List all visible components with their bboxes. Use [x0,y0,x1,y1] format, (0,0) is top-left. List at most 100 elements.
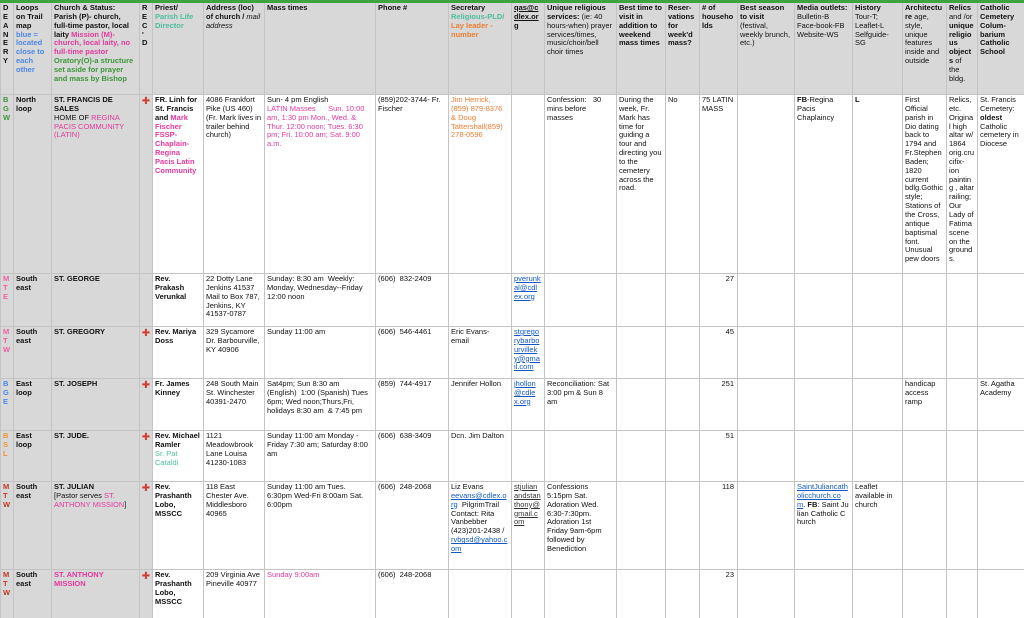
church-note: [Pastor serves [54,490,105,500]
cemetery-cell [977,273,1024,327]
header-church-title: Church & Status: [54,3,116,12]
architecture-cell [902,430,947,482]
history-cell: L [852,94,903,274]
qas-email-link[interactable]: stgregorybarbourvilleky@gmail.com [514,327,540,372]
mass-times-cell: Sunday 11:00 am Monday - Friday 7:30 am;… [264,430,376,482]
header-unique-services: Unique religious services: (ie: 40 hours… [544,1,617,95]
media-website-link[interactable]: SaintJuliancatholicchurch.com [797,482,848,509]
recd-cell: ✚ [139,481,153,570]
header-best-season: Best season to visit (festival, weekly b… [737,1,795,95]
header-deanery: D E A N E R Y [0,1,14,95]
best-time-cell [616,378,666,431]
header-history: History Tour-T; Leaflet-L Selfguide-SG [852,1,903,95]
best-season-cell [737,326,795,379]
households-cell: 251 [699,378,738,431]
history-cell [852,273,903,327]
priest-cell: Fr. James Kinney [152,378,204,431]
secretary-cell: Jennifer Hollon [448,378,512,431]
media-cell: SaintJuliancatholicchurch.com. FB: Saint… [794,481,853,570]
header-secretary-label: Secretary [451,3,486,12]
reservations-cell [665,326,700,379]
header-history-title: History [855,3,881,12]
relics-cell [946,378,978,431]
address-cell: 22 Dotty Lane Jenkins 41537 Mail to Box … [203,273,265,327]
loops-cell: South east [13,481,52,570]
best-season-cell [737,378,795,431]
best-time-cell: During the week, Fr. Mark has time for g… [616,94,666,274]
header-recd: R E C' D [139,1,153,95]
cemetery-cell: St. Francis Cemetery: oldest Catholic ce… [977,94,1024,274]
qas-email-link[interactable]: pverunkal@cdlex.org [514,274,541,301]
unique-services-cell: Reconciliation: Sat 3:00 pm & Sun 8 am [544,378,617,431]
priest-cell: Rev. Prashanth Lobo, MSSCC [152,569,204,618]
deanery-cell: B G E [0,378,14,431]
mass-times-cell: Sunday 11:00 am Tues. 6:30pm Wed-Fri 8:0… [264,481,376,570]
header-secretary-religious: Religious-PLD/ [451,11,505,21]
qas-email-link[interactable]: stjulianandstanthony@gmail.com [514,482,541,527]
red-cross-icon: ✚ [141,96,151,107]
best-time-cell [616,430,666,482]
church-name: ST. FRANCIS DE SALES [54,95,113,113]
church-community: REGINA PACIS COMMUNITY (LATIN) [54,112,125,140]
address-cell: 248 South Main St. Winchester 40391-2470 [203,378,265,431]
header-media-sub: Bulletin-B Face-book-FB Website-WS [797,11,845,39]
loops-cell: South east [13,326,52,379]
cemetery-cell [977,481,1024,570]
phone-cell: (859) 744-4917 [375,378,449,431]
red-cross-icon: ✚ [141,328,151,339]
recd-cell: ✚ [139,430,153,482]
header-relics-r1: and /or [949,11,973,21]
mass-times-cell: Sunday 9:00am [264,569,376,618]
history-cell [852,378,903,431]
media-cell [794,273,853,327]
history-cell [852,326,903,379]
header-address: Address (loc) of church / mail address [203,1,265,95]
cemetery-pre: St. Francis Cemetery: [980,95,1016,113]
header-media-title: Media outlets: [797,3,848,12]
church-cell: ST. JOSEPH [51,378,140,431]
relics-cell [946,481,978,570]
best-time-cell [616,569,666,618]
header-unique-title: Unique religious services: [547,3,606,21]
header-qas-text: qas@cdlex.org [514,3,539,30]
secretary-email-link-2[interactable]: rvbgsd@yahoo.com [451,535,508,553]
phone-cell: (606) 832-2409 [375,273,449,327]
relics-cell [946,273,978,327]
media-text: : Saint Julian Catholic Church [797,499,849,527]
recd-cell: ✚ [139,326,153,379]
table-row: M T W South east ST. JULIAN [Pastor serve… [0,481,1024,570]
header-church-status: Church & Status: Parish (P)- church, ful… [51,1,140,95]
relics-cell [946,569,978,618]
church-name: ST. JULIAN [54,482,95,491]
media-fb-label: FB [797,95,807,104]
best-season-cell [737,481,795,570]
loops-cell: North loop [13,94,52,274]
loops-cell: South east [13,273,52,327]
deanery-cell: B S L [0,430,14,482]
mass-times-cell: Sun- 4 pm English LATIN Masses Sun. 10:00… [264,94,376,274]
secretary-email-link[interactable]: eevans@cdlex.org [451,490,507,509]
households-cell: 45 [699,326,738,379]
reservations-cell [665,430,700,482]
phone-cell: (606) 248-2068 [375,481,449,570]
architecture-cell: handicap access ramp [902,378,947,431]
architecture-cell [902,569,947,618]
header-mass-times: Mass times [264,1,376,95]
recd-cell [139,273,153,327]
priest-cell: FR. Linh for St. Francis and Mark Fische… [152,94,204,274]
church-cell: ST. JUDE. [51,430,140,482]
mass-times-cell: Sunday 11:00 am [264,326,376,379]
red-cross-icon: ✚ [141,571,151,582]
header-relics: Relics and /or unique religious objects … [946,1,978,95]
church-cell: ST. GEORGE [51,273,140,327]
qas-email-link[interactable]: jhollon@cdlex.org [514,379,536,406]
architecture-cell: First Official parish in Dio dating back… [902,94,947,274]
address-cell: 4086 Frankfort Pike (US 460) (Fr. Mark l… [203,94,265,274]
cemetery-cell [977,430,1024,482]
history-cell [852,430,903,482]
loops-cell: East loop [13,430,52,482]
recd-cell: ✚ [139,94,153,274]
header-church-mission: Mission (M)- church, local laity, no ful… [54,29,131,57]
media-cell [794,569,853,618]
